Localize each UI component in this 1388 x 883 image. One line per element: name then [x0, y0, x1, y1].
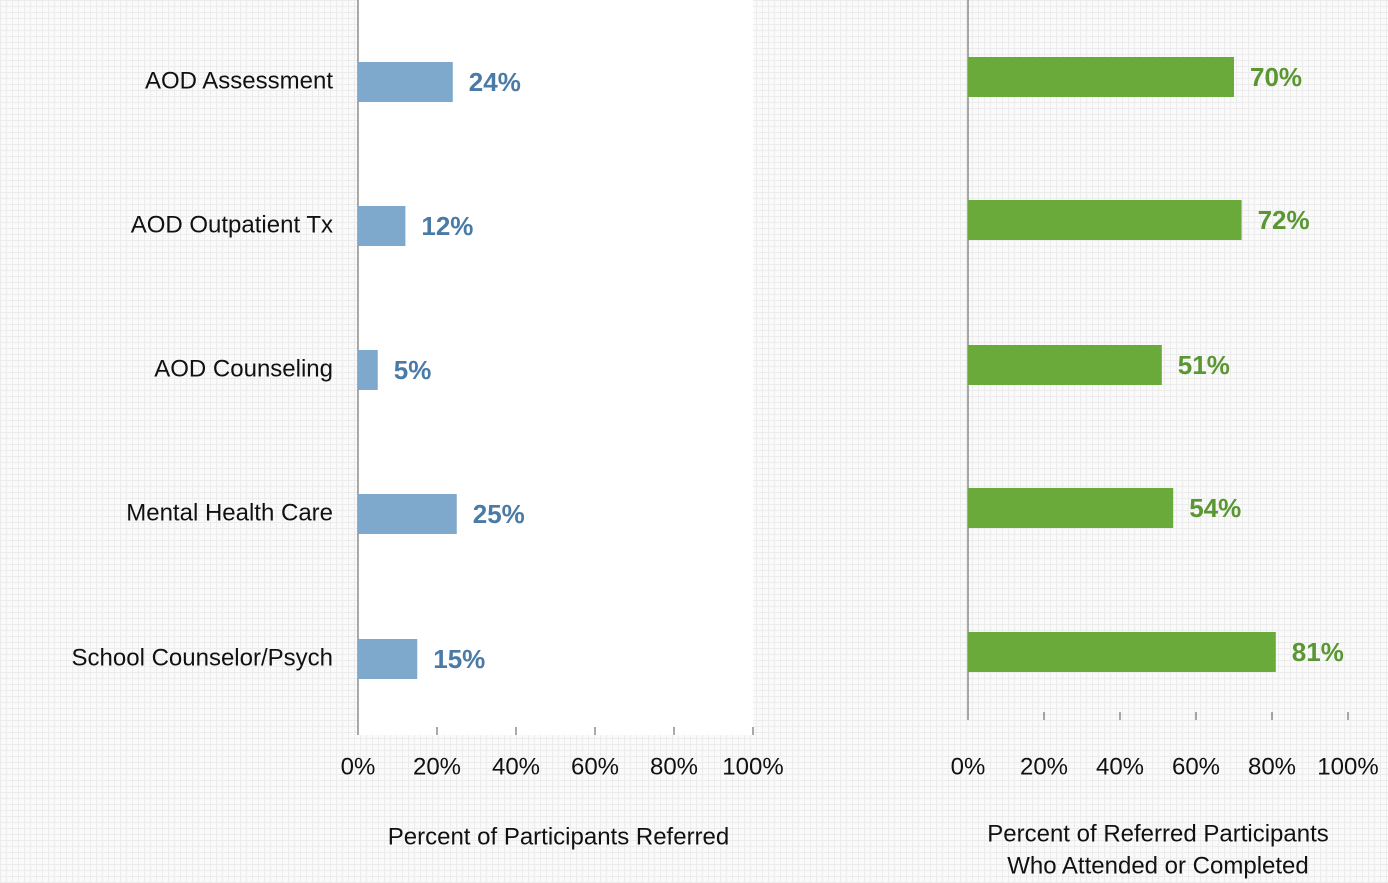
- bar: [968, 200, 1242, 240]
- bar: [968, 632, 1276, 672]
- value-label: 70%: [1250, 62, 1302, 92]
- bar: [358, 206, 406, 246]
- category-label: AOD Counseling: [154, 355, 333, 382]
- x-tick-label: 60%: [571, 753, 619, 780]
- x-axis-label: Who Attended or Completed: [1007, 852, 1309, 879]
- value-label: 24%: [469, 67, 521, 97]
- bar: [358, 494, 457, 534]
- value-label: 72%: [1258, 205, 1310, 235]
- x-axis-label: Percent of Participants Referred: [388, 823, 730, 850]
- bar: [968, 488, 1174, 528]
- x-tick-label: 0%: [341, 753, 376, 780]
- x-tick-label: 40%: [492, 753, 540, 780]
- bar: [358, 350, 378, 390]
- x-tick-label: 20%: [1020, 753, 1068, 780]
- x-tick-label: 40%: [1096, 753, 1144, 780]
- value-label: 54%: [1189, 493, 1241, 523]
- x-tick-label: 20%: [413, 753, 461, 780]
- x-tick-label: 100%: [722, 753, 783, 780]
- x-tick-label: 80%: [1248, 753, 1296, 780]
- x-axis-label: Percent of Referred Participants: [987, 820, 1329, 847]
- value-label: 15%: [433, 644, 485, 674]
- x-tick-label: 0%: [951, 753, 986, 780]
- x-tick-label: 100%: [1317, 753, 1378, 780]
- value-label: 25%: [473, 499, 525, 529]
- value-label: 12%: [421, 211, 473, 241]
- x-tick-label: 80%: [650, 753, 698, 780]
- x-tick-label: 60%: [1172, 753, 1220, 780]
- bar: [968, 345, 1162, 385]
- category-label: Mental Health Care: [126, 499, 333, 526]
- value-label: 51%: [1178, 350, 1230, 380]
- category-label: AOD Assessment: [145, 67, 333, 94]
- bar: [358, 62, 453, 102]
- plot-area: [358, 0, 753, 735]
- value-label: 81%: [1292, 637, 1344, 667]
- category-label: AOD Outpatient Tx: [131, 211, 333, 238]
- bar: [358, 639, 418, 679]
- category-label: School Counselor/Psych: [72, 644, 333, 671]
- bar: [968, 57, 1234, 97]
- value-label: 5%: [394, 355, 432, 385]
